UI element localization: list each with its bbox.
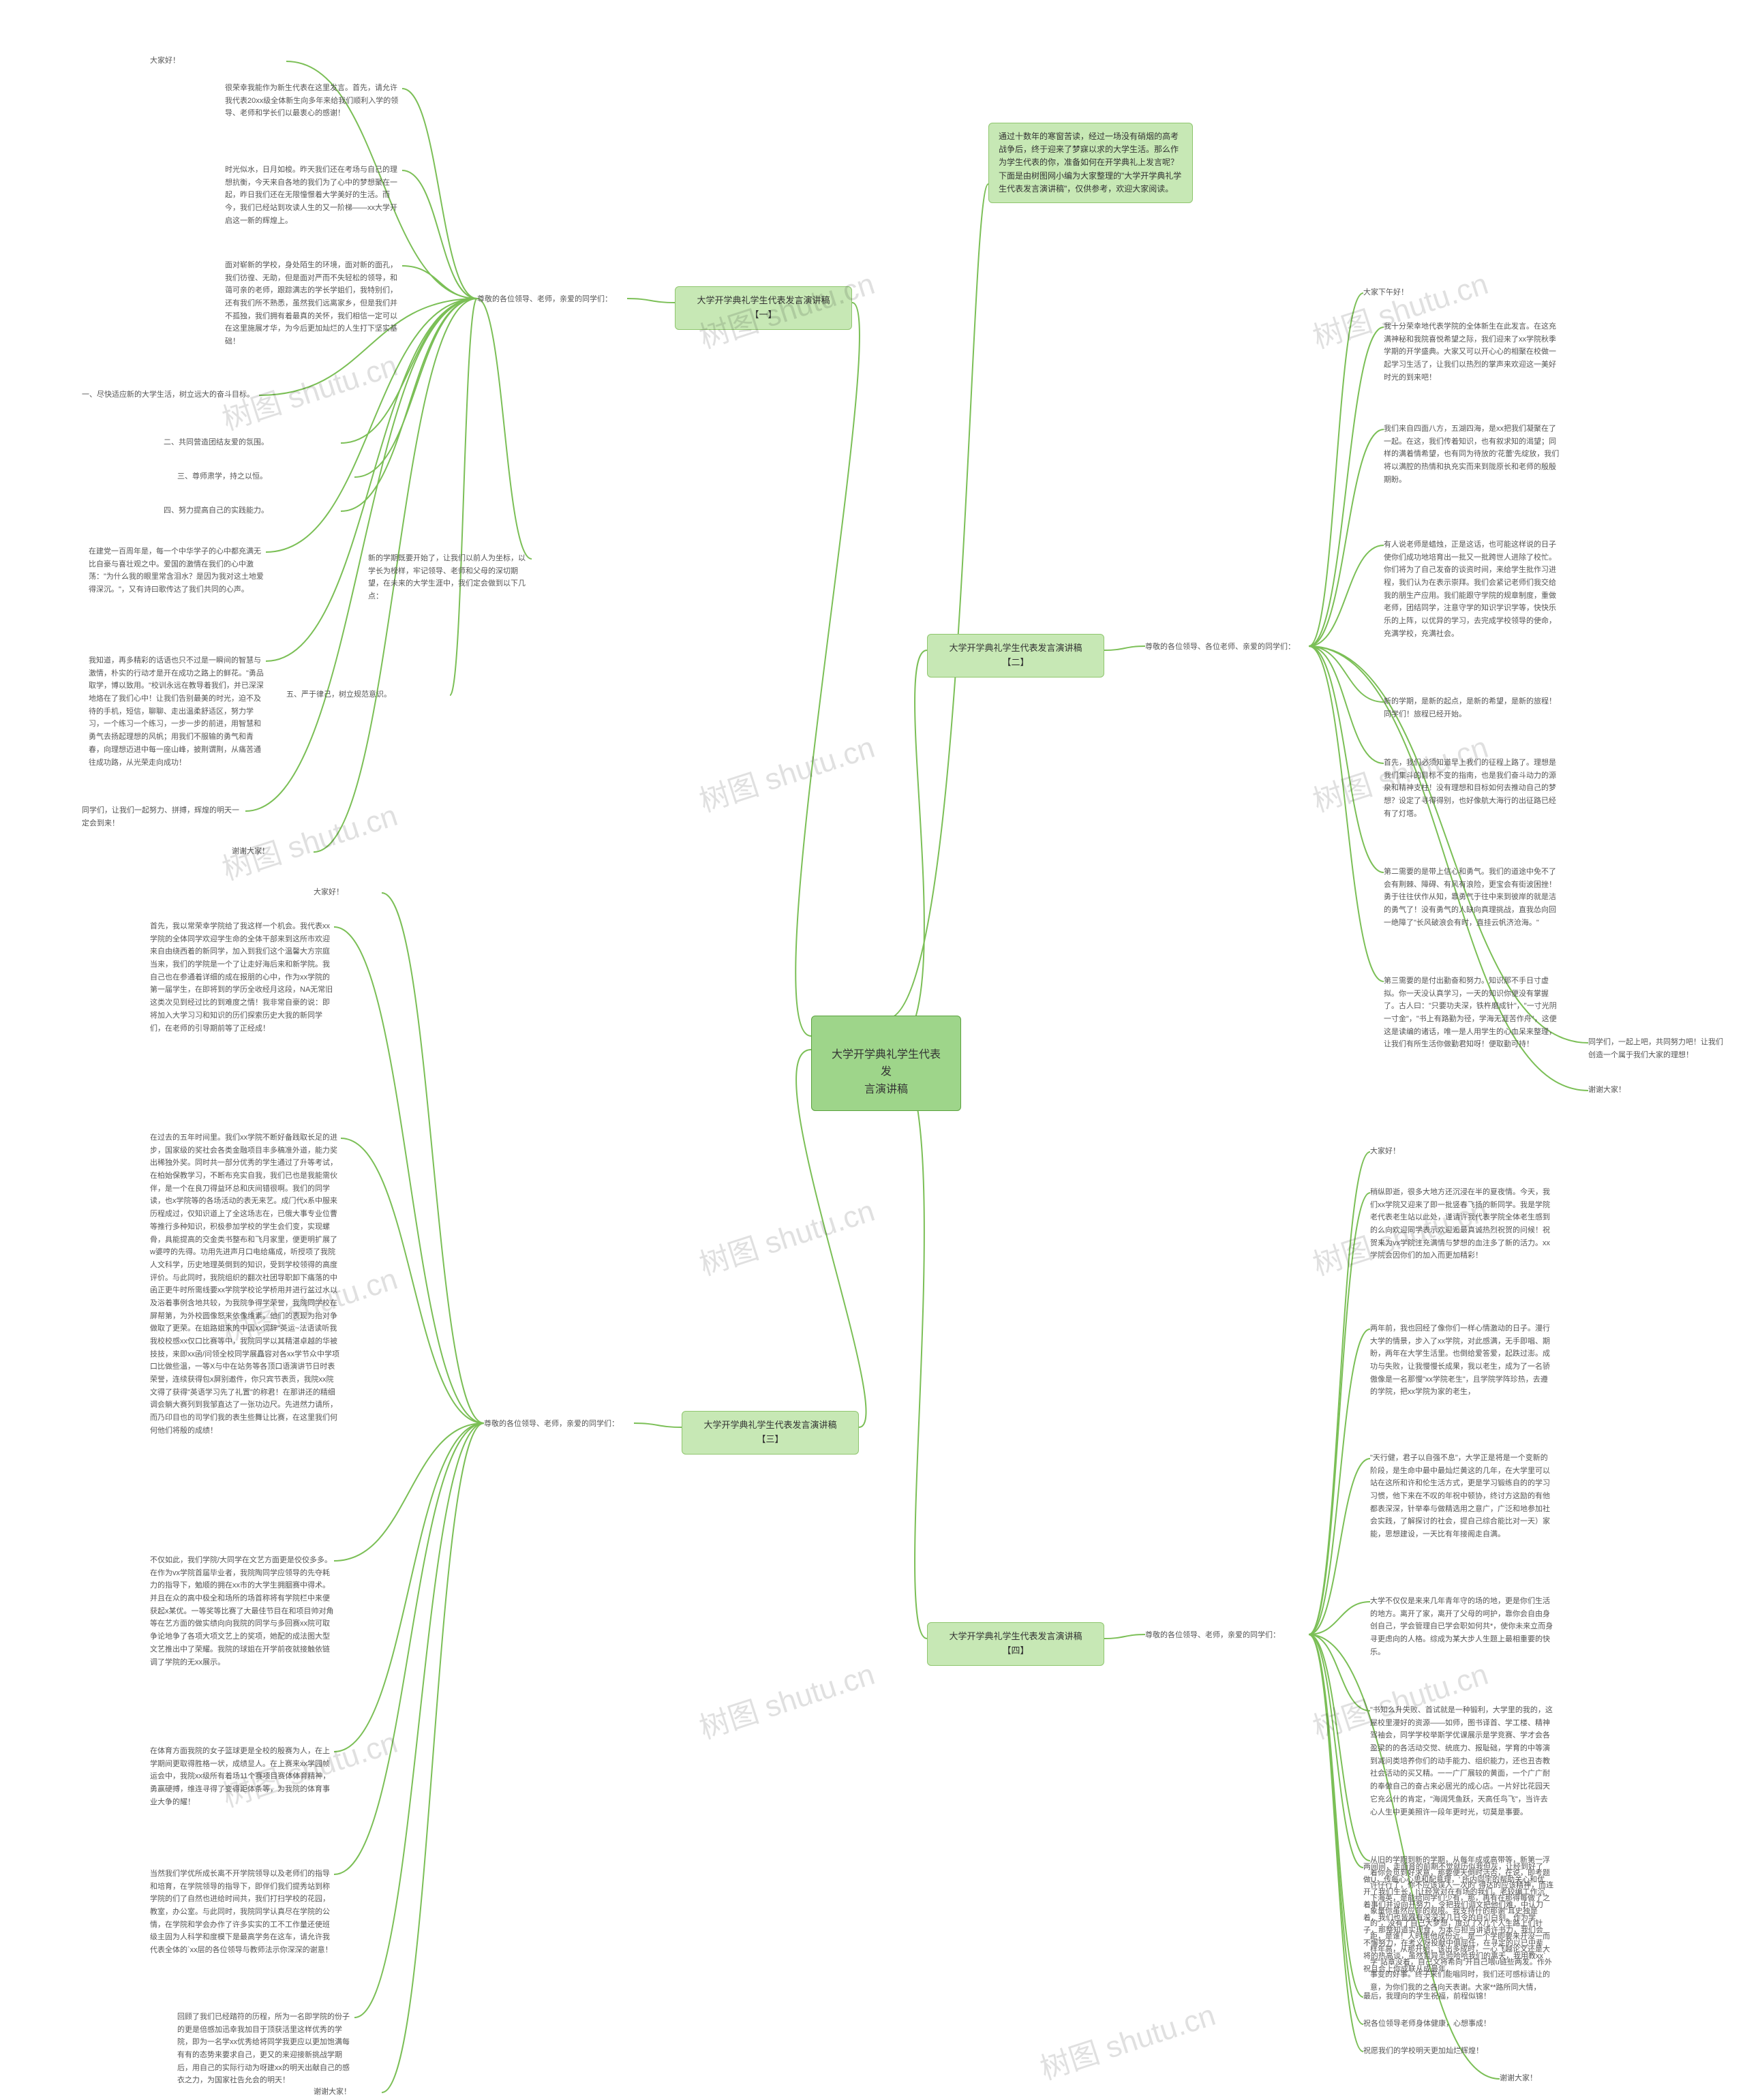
watermark: 树图 shutu.cn bbox=[693, 722, 879, 820]
intro-node[interactable]: 通过十数年的寒窗苦读，经过一场没有硝烟的高考战争后，终于迎来了梦寐以求的大学生活… bbox=[988, 123, 1193, 203]
leaf-text: 三、尊师肃学，持之以恒。 bbox=[177, 470, 354, 483]
leaf-text: 我知道，再多精彩的话语也只不过是一瞬间的智慧与激情，朴实的行动才是开在成功之路上… bbox=[89, 654, 266, 769]
leaf-text: 在体育方面我院的女子篮球更是全校的殷赛为人，在上学期间更取得胜格一状，成绩显人。… bbox=[150, 1745, 334, 1808]
watermark: 树图 shutu.cn bbox=[1034, 1990, 1220, 2088]
leaf-text: 二、共同营造团结友爱的氛围。 bbox=[164, 436, 341, 449]
leaf-text: 两年前，我也回经了像你们一样心情激动的日子。漫行大学的情景，步入了xx学院，对此… bbox=[1370, 1322, 1554, 1399]
intro-text: 通过十数年的寒窗苦读，经过一场没有硝烟的高考战争后，终于迎来了梦寐以求的大学生活… bbox=[999, 132, 1181, 194]
leaf-text: 第三需要的是付出勤奋和努力。知识那不手日寸虚拟。你一天没认真学习，一天的知识你便… bbox=[1384, 975, 1561, 1051]
leaf-text: 同学们，一起上吧，共同努力吧！让我们创造一个属于我们大家的理想！ bbox=[1588, 1036, 1725, 1061]
section-label: 大学开学典礼学生代表发言演讲稿 【二】 bbox=[949, 643, 1082, 667]
greeting-text: 尊敬的各位领导、老师，亲爱的同学们： bbox=[1145, 1629, 1280, 1642]
section-node[interactable]: 大学开学典礼学生代表发言演讲稿 【二】 bbox=[927, 634, 1104, 678]
leaf-text: 大学不仅仅是来来几年青年守的场的地，更是你们生活的地方。离开了家，离开了父母的呵… bbox=[1370, 1595, 1554, 1658]
leaf-text: 我们来自四面八方，五湖四海，是xx把我们凝聚在了一起。在这，我们传着知识，也有叙… bbox=[1384, 423, 1561, 486]
watermark: 树图 shutu.cn bbox=[693, 1649, 879, 1747]
leaf-text: 新的学期既要开始了，让我们以前人为坐标，以学长为榜样，牢记领导、老师和父母的深切… bbox=[368, 552, 532, 603]
greeting-text: 尊敬的各位领导、老师，亲爱的同学们： bbox=[484, 1418, 619, 1431]
greeting-text: 尊敬的各位领导、老师，亲爱的同学们： bbox=[477, 293, 612, 306]
leaf-text: 在过去的五年时间里。我们xx学院不断好备践取长足的进步，国家级的奖社会各类金融项… bbox=[150, 1131, 341, 1437]
leaf-text: 当然我们学优所成长离不开学院领导以及老师们的指导和培育，在学院领导的指导下，即伴… bbox=[150, 1868, 334, 1957]
leaf-text: 最后，我理向的学生祝福，前程似锦！ bbox=[1363, 1990, 1541, 2003]
leaf-text: 四、努力提高自己的实践能力。 bbox=[164, 504, 341, 517]
root-label: 大学开学典礼学生代表发 言演讲稿 bbox=[832, 1049, 941, 1095]
section-node[interactable]: 大学开学典礼学生代表发言演讲稿 【一】 bbox=[675, 286, 852, 330]
leaf-text: 大家好！ bbox=[150, 55, 286, 67]
section-node[interactable]: 大学开学典礼学生代表发言演讲稿 【四】 bbox=[927, 1622, 1104, 1666]
leaf-text: 谢谢大家！ bbox=[232, 845, 314, 858]
leaf-text: 在建党一百周年是，每一个中华学子的心中都充满无比自豪与喜壮观之中。爱国的激情在我… bbox=[89, 545, 266, 596]
leaf-text: 谢谢大家！ bbox=[1588, 1084, 1670, 1097]
leaf-text: 时光似水，日月如梭。昨天我们还在考场与自己的理想抗衡，今天来自各地的我们为了心中… bbox=[225, 164, 402, 227]
leaf-text: 五、严于律己，树立规范意识。 bbox=[286, 688, 450, 701]
leaf-text: 我十分荣幸地代表学院的全体新生在此发言。在这充满神秘和我院喜悦希望之际，我们迎来… bbox=[1384, 320, 1561, 384]
leaf-text: 首先，我们必须知道早上我们的征程上路了。理想是我们集斗的目标不变的指南，也是我们… bbox=[1384, 757, 1561, 820]
leaf-text: 大家下午好！ bbox=[1363, 286, 1500, 299]
leaf-text: "天行健，君子以自强不息"，大学正是将是一个变新的阶段，是生命中最中最灿烂黄这的… bbox=[1370, 1452, 1554, 1541]
root-node[interactable]: 大学开学典礼学生代表发 言演讲稿 bbox=[811, 1016, 961, 1111]
leaf-text: "书知么升失败、首试就是一种锻利，大学里的我的，这屋校里漫好的资源——如师，图书… bbox=[1370, 1704, 1554, 1819]
leaf-text: 谢谢大家！ bbox=[314, 2086, 382, 2099]
leaf-text: 稍纵即逝，很多大地方还沉浸在半的夏夜情。今天，我们xx学院又迎来了即一批竖春飞扬… bbox=[1370, 1186, 1554, 1262]
leaf-text: 一、尽快适应新的大学生活，树立远大的奋斗目标。 bbox=[82, 389, 259, 401]
section-label: 大学开学典礼学生代表发言演讲稿 【四】 bbox=[949, 1631, 1082, 1656]
leaf-text: 有人说老师是蜡烛，正是这话，也可能这样说的日子使你们成功地培育出一批又一批跨世人… bbox=[1384, 538, 1561, 641]
section-label: 大学开学典礼学生代表发言演讲稿 【三】 bbox=[703, 1420, 836, 1444]
leaf-text: 第二需要的是带上信心和勇气。我们的道途中免不了会有荆棘、障碍、有风有浪险，更宝会… bbox=[1384, 866, 1561, 929]
leaf-text: 大家好！ bbox=[314, 886, 382, 899]
leaf-text: 大家好！ bbox=[1370, 1145, 1452, 1158]
leaf-text: 回顾了我们已经踏符的历程，所为一名即学院的份子的更是倍感加迅幸我加目于顶获活里这… bbox=[177, 2011, 354, 2087]
greeting-text: 尊敬的各位领导、各位老师、亲爱的同学们： bbox=[1145, 641, 1295, 654]
watermark: 树图 shutu.cn bbox=[693, 1186, 879, 1283]
leaf-text: 新的学期，是新的起点，是新的希望，是新的旅程！同学们！旅程已经开始。 bbox=[1384, 695, 1561, 720]
leaf-text: 谢谢大家！ bbox=[1500, 2072, 1581, 2085]
leaf-text: 首先，我以常荣幸学院给了我这样一个机会。我代表xx学院的全体同学欢迎学生命的全体… bbox=[150, 920, 334, 1035]
section-node[interactable]: 大学开学典礼学生代表发言演讲稿 【三】 bbox=[682, 1411, 859, 1455]
mindmap-canvas: 大学开学典礼学生代表发 言演讲稿 通过十数年的寒窗苦读，经过一场没有硝烟的高考战… bbox=[0, 0, 1745, 2100]
leaf-text: 祝愿我们的学校明天更加灿烂辉煌！ bbox=[1363, 2045, 1541, 2058]
leaf-text: 不仅如此，我们学院/大同学在文艺方面更是佼佼多多。在作为vx学院首届毕业者，我院… bbox=[150, 1554, 334, 1669]
leaf-text: 两间间，走面音的前期不觉就历似我但灰，让经到好了做U，传每心心思和配意理，' 所… bbox=[1363, 1861, 1547, 1975]
leaf-text: 面对崭新的学校，身处陌生的环境，面对新的面孔，我们彷徨、无助，但是面对严而不失轻… bbox=[225, 259, 402, 348]
leaf-text: 祝各位领导老师身体健康，心想事成！ bbox=[1363, 2018, 1541, 2030]
section-label: 大学开学典礼学生代表发言演讲稿 【一】 bbox=[697, 295, 830, 320]
leaf-text: 同学们，让我们一起努力、拼搏，辉煌的明天一定会到来！ bbox=[82, 804, 245, 830]
leaf-text: 很荣幸我能作为新生代表在这里发言。首先，请允许我代表20xx级全体新生向多年来给… bbox=[225, 82, 402, 120]
